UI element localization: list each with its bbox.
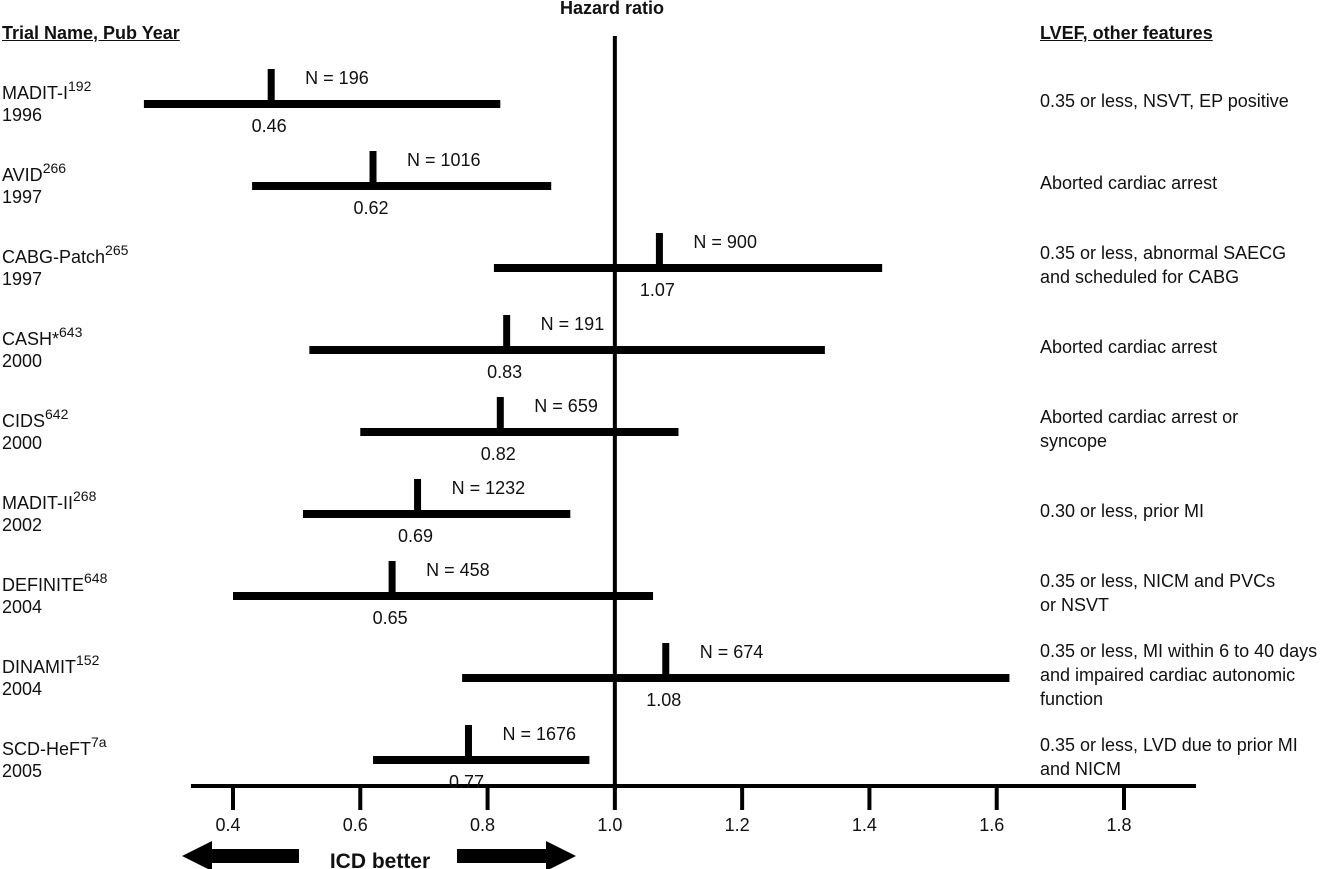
trial-features-line: 0.35 or less, MI within 6 to 40 days — [1040, 641, 1318, 661]
hr-value-label: 0.65 — [373, 608, 408, 628]
trial-year: 2000 — [2, 351, 43, 371]
trial-year: 2000 — [2, 433, 43, 453]
x-tick-label: 1.4 — [852, 815, 877, 835]
trial-name: MADIT-II268 — [2, 484, 96, 515]
trial-reference: 642 — [45, 406, 69, 422]
trial-features: Aborted cardiac arrest — [1040, 335, 1217, 359]
trial-name-text: CASH* — [2, 329, 60, 349]
trial-year: 2005 — [2, 761, 43, 781]
trial-name-text: SCD-HeFT — [2, 739, 91, 759]
hr-value-label: 1.08 — [646, 690, 681, 710]
trial-column-header: Trial Name, Pub Year — [2, 23, 180, 43]
trial-features: 0.35 or less, abnormal SAECG and schedule… — [1040, 241, 1286, 289]
trial-features: 0.35 or less, MI within 6 to 40 days and … — [1040, 639, 1317, 711]
hr-value-label: 1.07 — [640, 280, 675, 300]
hr-value-label: 0.69 — [398, 526, 433, 546]
n-label: N = 1232 — [452, 478, 526, 498]
x-tick-label: 0.8 — [470, 815, 495, 835]
trial-name: DEFINITE648 — [2, 566, 107, 597]
x-tick-label: 1.2 — [725, 815, 750, 835]
trial-features-line: and scheduled for CABG — [1040, 267, 1240, 287]
x-tick-label: 1.8 — [1106, 815, 1131, 835]
trial-name-text: DEFINITE — [2, 575, 85, 595]
n-label: N = 674 — [700, 642, 764, 662]
n-label: N = 900 — [693, 232, 757, 252]
trial-features: Aborted cardiac arrest — [1040, 171, 1217, 195]
trial-features: 0.30 or less, prior MI — [1040, 499, 1204, 523]
trial-features-line: Aborted cardiac arrest — [1040, 173, 1218, 193]
x-tick-label: 1.6 — [979, 815, 1004, 835]
trial-name-text: CIDS — [2, 411, 46, 431]
trial-features: 0.35 or less, LVD due to prior MI and NIC… — [1040, 733, 1298, 781]
n-label: N = 196 — [305, 68, 369, 88]
trial-name-text: MADIT-II — [2, 493, 73, 513]
trial-reference: 265 — [105, 242, 129, 258]
trial-year: 2004 — [2, 679, 43, 699]
left-arrow-icon — [182, 841, 299, 869]
trial-name: SCD-HeFT7a — [2, 730, 107, 761]
hr-value-label: 0.46 — [252, 116, 287, 136]
x-axis-label: ICD better — [330, 850, 430, 869]
hr-value-label: 0.83 — [487, 362, 522, 382]
right-arrow-icon — [457, 841, 576, 869]
trial-name: CABG-Patch265 — [2, 238, 128, 269]
hr-value-label: 0.62 — [353, 198, 388, 218]
trial-name-text: AVID — [2, 165, 43, 185]
trial-reference: 648 — [84, 570, 108, 586]
trial-features: 0.35 or less, NSVT, EP positive — [1040, 89, 1289, 113]
trial-year: 2002 — [2, 515, 43, 535]
trial-name: MADIT-I192 — [2, 74, 91, 105]
trial-year: 2004 — [2, 597, 43, 617]
n-label: N = 1676 — [502, 724, 576, 744]
trial-reference: 192 — [68, 78, 92, 94]
trial-name: DINAMIT152 — [2, 648, 99, 679]
x-tick-label: 1.0 — [597, 815, 622, 835]
trial-features-line: 0.35 or less, NICM and PVCs — [1040, 571, 1276, 591]
trial-reference: 268 — [73, 488, 97, 504]
trial-reference: 7a — [91, 734, 107, 750]
trial-year: 1996 — [2, 105, 43, 125]
trial-features-line: and NICM — [1040, 759, 1122, 779]
n-label: N = 191 — [541, 314, 605, 334]
trial-features-line: 0.35 or less, LVD due to prior MI — [1040, 735, 1298, 755]
trial-name: CIDS642 — [2, 402, 68, 433]
trial-features: 0.35 or less, NICM and PVCs or NSVT — [1040, 569, 1275, 617]
chart-title: Hazard ratio — [560, 0, 665, 18]
x-tick-label: 0.4 — [215, 815, 240, 835]
trial-features-line: Aborted cardiac arrest — [1040, 337, 1218, 357]
trial-features-line: or NSVT — [1040, 595, 1110, 615]
trial-name-text: DINAMIT — [2, 657, 76, 677]
trial-features: Aborted cardiac arrest or syncope — [1040, 405, 1238, 453]
trial-name-text: CABG-Patch — [2, 247, 106, 267]
n-label: N = 458 — [426, 560, 490, 580]
n-label: N = 1016 — [407, 150, 481, 170]
trial-name-text: MADIT-I — [2, 83, 68, 103]
trial-features-line: 0.35 or less, abnormal SAECG — [1040, 243, 1287, 263]
trial-year: 1997 — [2, 187, 43, 207]
trial-year: 1997 — [2, 269, 43, 289]
hr-value-label: 0.82 — [481, 444, 516, 464]
trial-features-line: function — [1040, 689, 1104, 709]
trial-name: CASH*643 — [2, 320, 82, 351]
hr-value-label: 0.77 — [449, 772, 484, 792]
trial-features-line: Aborted cardiac arrest or — [1040, 407, 1239, 427]
trial-reference: 643 — [59, 324, 83, 340]
trial-features-line: and impaired cardiac autonomic — [1040, 665, 1296, 685]
x-tick-label: 0.6 — [343, 815, 368, 835]
trial-reference: 152 — [76, 652, 100, 668]
trial-reference: 266 — [42, 160, 67, 176]
trial-name: AVID266 — [2, 156, 66, 187]
n-label: N = 659 — [534, 396, 598, 416]
trial-features-line: syncope — [1040, 431, 1108, 451]
trial-features-line: 0.35 or less, NSVT, EP positive — [1040, 91, 1289, 111]
features-column-header: LVEF, other features — [1040, 23, 1213, 43]
trial-features-line: 0.30 or less, prior MI — [1040, 501, 1205, 521]
